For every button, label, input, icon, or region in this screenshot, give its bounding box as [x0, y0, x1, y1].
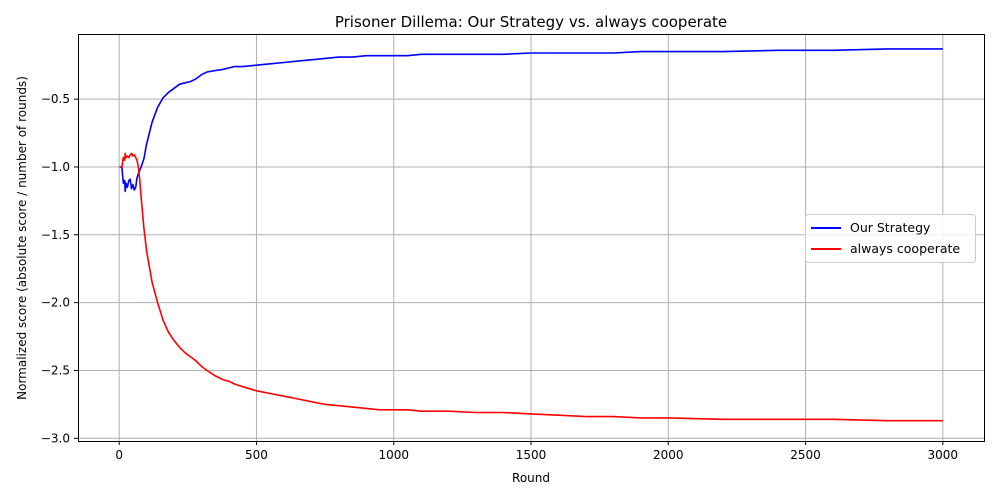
y-axis-label: Normalized score (absolute score / numbe… — [15, 76, 29, 400]
y-tick-label: −3.0 — [41, 431, 70, 445]
legend: Our Strategy always cooperate — [805, 214, 976, 263]
x-tick-label: 0 — [115, 448, 123, 462]
y-tick-label: −1.0 — [41, 160, 70, 174]
x-axis-ticks: 0 500 1000 1500 2000 2500 3000 — [115, 441, 958, 462]
legend-label-always-cooperate: always cooperate — [850, 241, 960, 256]
x-tick-label: 500 — [245, 448, 268, 462]
y-tick-label: −1.5 — [41, 228, 70, 242]
chart-title: Prisoner Dillema: Our Strategy vs. alway… — [335, 13, 727, 31]
series-line-always-cooperate — [119, 152, 943, 422]
x-axis-label: Round — [512, 471, 550, 485]
y-tick-label: −2.5 — [41, 363, 70, 377]
legend-label-our-strategy: Our Strategy — [850, 220, 931, 235]
x-tick-label: 1500 — [516, 448, 547, 462]
legend-box — [805, 214, 976, 263]
x-tick-label: 2000 — [653, 448, 684, 462]
y-tick-label: −2.0 — [41, 296, 70, 310]
x-tick-label: 1000 — [378, 448, 409, 462]
y-axis-ticks: −3.0 −2.5 −2.0 −1.5 −1.0 −0.5 — [41, 92, 78, 445]
x-tick-label: 2500 — [790, 448, 821, 462]
y-tick-label: −0.5 — [41, 92, 70, 106]
series-lines — [119, 48, 943, 422]
x-tick-label: 3000 — [928, 448, 959, 462]
series-line-our-strategy — [119, 48, 943, 193]
